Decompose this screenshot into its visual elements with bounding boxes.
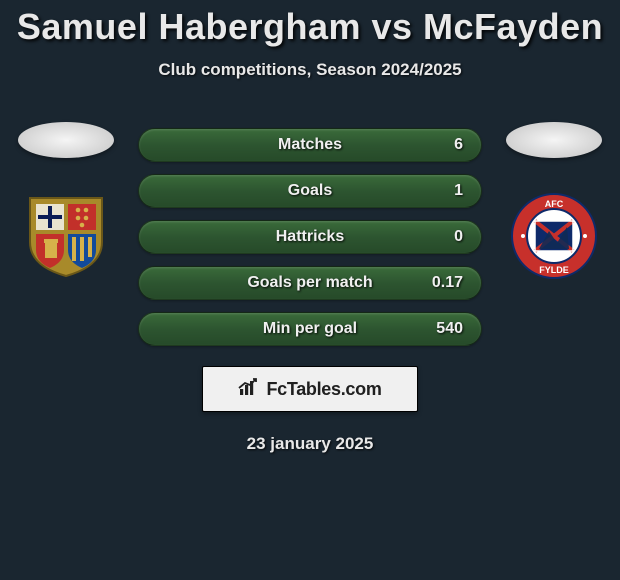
- stat-bar: Goals per match 0.17: [138, 266, 482, 300]
- stats-bars: Matches 6 Goals 1 Hattricks 0 Goals per …: [138, 122, 482, 346]
- stat-label: Min per goal: [263, 320, 357, 338]
- bar-chart-icon: [238, 377, 260, 402]
- stat-bar: Hattricks 0: [138, 220, 482, 254]
- shield-icon: [18, 192, 114, 280]
- stat-value-right: 0.17: [432, 274, 463, 292]
- svg-text:AFC: AFC: [545, 199, 564, 209]
- svg-text:FYLDE: FYLDE: [539, 265, 569, 275]
- stat-value-right: 540: [436, 320, 463, 338]
- subtitle: Club competitions, Season 2024/2025: [0, 60, 620, 80]
- main-row: Matches 6 Goals 1 Hattricks 0 Goals per …: [0, 122, 620, 346]
- brand-box[interactable]: FcTables.com: [202, 366, 418, 412]
- page-title: Samuel Habergham vs McFayden: [0, 6, 620, 48]
- player-left-avatar: [18, 122, 114, 158]
- stat-value-right: 1: [454, 182, 463, 200]
- player-right-column: AFC FYLDE: [500, 122, 608, 280]
- player-left-column: [12, 122, 120, 280]
- stat-label: Hattricks: [276, 228, 344, 246]
- roundel-icon: AFC FYLDE: [509, 191, 599, 281]
- stat-bar: Goals 1: [138, 174, 482, 208]
- stat-bar: Min per goal 540: [138, 312, 482, 346]
- stat-value-right: 0: [454, 228, 463, 246]
- comparison-card: Samuel Habergham vs McFayden Club compet…: [0, 0, 620, 454]
- stat-label: Goals per match: [247, 274, 372, 292]
- player-left-club-logo: [18, 192, 114, 280]
- player-right-club-logo: AFC FYLDE: [506, 192, 602, 280]
- stat-label: Matches: [278, 136, 342, 154]
- brand-text: FcTables.com: [266, 379, 381, 400]
- date-label: 23 january 2025: [0, 434, 620, 454]
- player-right-avatar: [506, 122, 602, 158]
- stat-bar: Matches 6: [138, 128, 482, 162]
- stat-label: Goals: [288, 182, 332, 200]
- stat-value-right: 6: [454, 136, 463, 154]
